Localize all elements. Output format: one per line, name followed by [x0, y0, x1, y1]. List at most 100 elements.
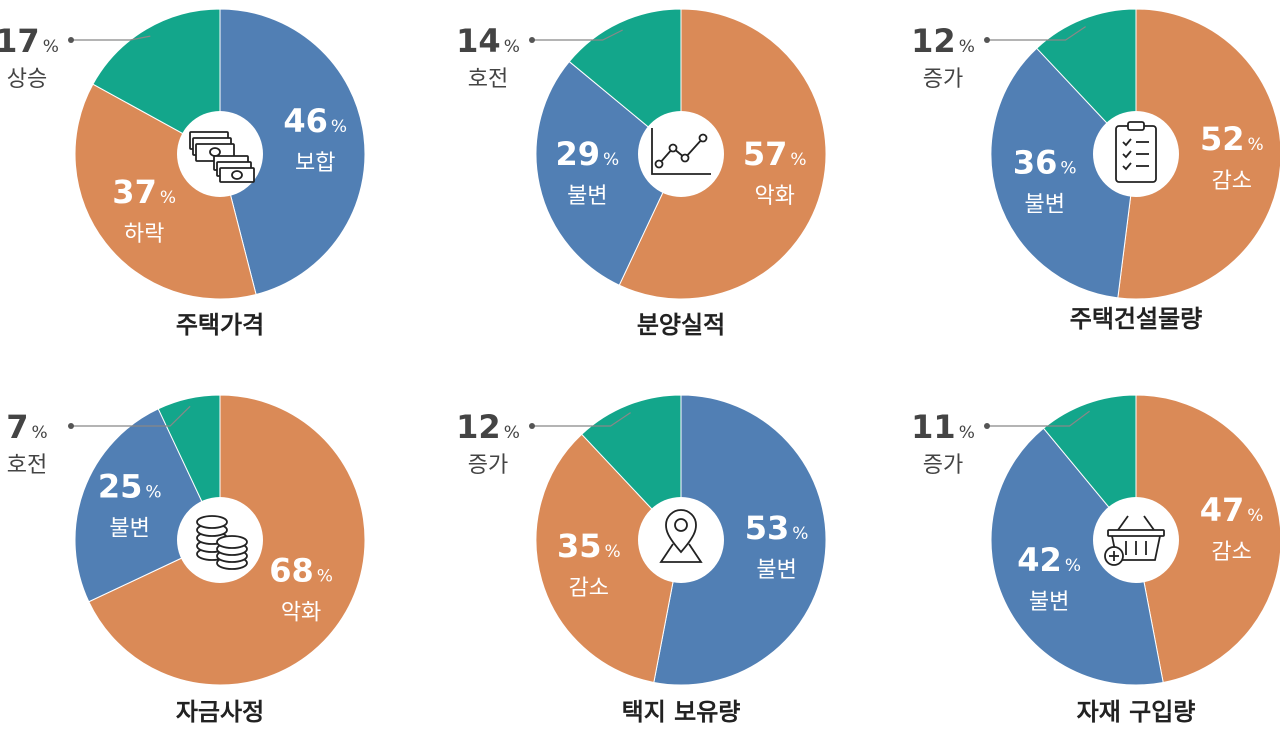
pie-slice-6-2	[990, 427, 1164, 686]
leader-line	[532, 29, 623, 41]
pie-slice-3-3	[1036, 8, 1137, 156]
slice-category: 보합	[295, 151, 335, 176]
slice-category-label: 불변	[1029, 590, 1069, 615]
slice-value: 11	[911, 408, 956, 446]
pie-slice-5-3	[581, 394, 682, 542]
pie-slice-1-3	[92, 8, 221, 155]
slice-value: 29	[555, 135, 600, 173]
outside-value-label: 11%	[911, 408, 975, 446]
slice-value: 12	[911, 22, 956, 60]
pie-slice-3-1	[1117, 8, 1280, 300]
percent-sign: %	[32, 423, 48, 443]
outside-value-label: 12%	[456, 408, 520, 446]
pie-slice-2-3	[568, 8, 682, 156]
percent-sign: %	[959, 37, 975, 57]
percent-sign: %	[792, 524, 808, 544]
percent-sign: %	[1065, 556, 1081, 576]
slice-value: 35	[557, 527, 602, 565]
outside-category-label: 증가	[923, 453, 963, 478]
shopping-basket-icon	[1104, 515, 1165, 566]
checklist-icon	[1115, 121, 1157, 183]
slice-category-label: 악화	[754, 184, 794, 209]
slice-category: 악화	[281, 600, 321, 625]
leader-line	[71, 405, 191, 427]
slice-category-label: 보합	[295, 151, 335, 176]
slice-value-label: 25%	[98, 467, 162, 505]
leader-dot	[529, 423, 535, 429]
slice-category: 하락	[124, 222, 164, 247]
slice-value-label: 46%	[283, 102, 347, 140]
pie-slice-3-2	[990, 47, 1137, 299]
slice-value: 12	[456, 408, 501, 446]
slice-category: 악화	[754, 184, 794, 209]
chart-title: 택지 보유량	[622, 698, 741, 726]
percent-sign: %	[604, 542, 620, 562]
slice-category-label: 하락	[124, 222, 164, 247]
slice-category: 증가	[923, 67, 963, 92]
slice-value-label: 68%	[269, 551, 333, 589]
slice-category: 호전	[7, 453, 47, 478]
leader-line	[987, 410, 1090, 427]
slice-category-label: 불변	[1024, 193, 1064, 218]
slice-category-label: 감소	[1211, 540, 1251, 565]
percent-sign: %	[317, 566, 333, 586]
outside-value-label: 12%	[911, 22, 975, 60]
percent-sign: %	[504, 423, 520, 443]
slice-value: 68	[269, 551, 314, 589]
slice-category: 상승	[7, 67, 47, 92]
slice-value: 53	[745, 509, 790, 547]
line-chart-icon	[651, 128, 711, 175]
pie-slice-1-1	[219, 8, 366, 296]
slice-category: 감소	[1211, 540, 1251, 565]
percent-sign: %	[145, 482, 161, 502]
outside-category-label: 상승	[7, 67, 47, 92]
slice-category: 증가	[468, 453, 508, 478]
percent-sign: %	[43, 37, 59, 57]
slice-value: 7	[6, 408, 28, 446]
percent-sign: %	[790, 150, 806, 170]
slice-category-label: 불변	[109, 516, 149, 541]
slice-value: 25	[98, 467, 143, 505]
leader-line	[987, 26, 1086, 41]
slice-category: 불변	[1024, 193, 1064, 218]
slice-category: 불변	[109, 516, 149, 541]
slice-value-label: 35%	[557, 527, 621, 565]
percent-sign: %	[160, 188, 176, 208]
percent-sign: %	[959, 423, 975, 443]
slice-value: 36	[1013, 144, 1058, 182]
chart-title: 주택건설물량	[1070, 305, 1202, 333]
slice-value-label: 29%	[555, 135, 619, 173]
slice-value-label: 37%	[112, 173, 176, 211]
leader-dot	[984, 37, 990, 43]
slice-value-label: 42%	[1017, 541, 1081, 579]
leader-dot	[68, 423, 74, 429]
percent-sign: %	[1060, 159, 1076, 179]
slice-value: 57	[743, 135, 788, 173]
slice-category: 불변	[567, 184, 607, 209]
slice-category-label: 불변	[567, 184, 607, 209]
outside-category-label: 증가	[923, 67, 963, 92]
slice-value: 52	[1200, 120, 1245, 158]
slice-value: 42	[1017, 541, 1062, 579]
slice-category: 증가	[923, 453, 963, 478]
slice-value: 47	[1200, 491, 1245, 529]
slice-category-label: 감소	[1212, 169, 1252, 194]
slice-category: 불변	[756, 558, 796, 583]
slice-category-label: 감소	[569, 576, 609, 601]
outside-category-label: 호전	[7, 453, 47, 478]
slice-value: 37	[112, 173, 157, 211]
leader-dot	[984, 423, 990, 429]
slice-value-label: 47%	[1200, 491, 1264, 529]
percent-sign: %	[1247, 506, 1263, 526]
chart-title: 자금사정	[176, 698, 264, 726]
slice-category: 불변	[1029, 590, 1069, 615]
slice-category: 감소	[1212, 169, 1252, 194]
pie-center-hole	[638, 497, 724, 583]
slice-value: 17	[0, 22, 40, 60]
pie-slice-6-1	[1135, 394, 1280, 684]
